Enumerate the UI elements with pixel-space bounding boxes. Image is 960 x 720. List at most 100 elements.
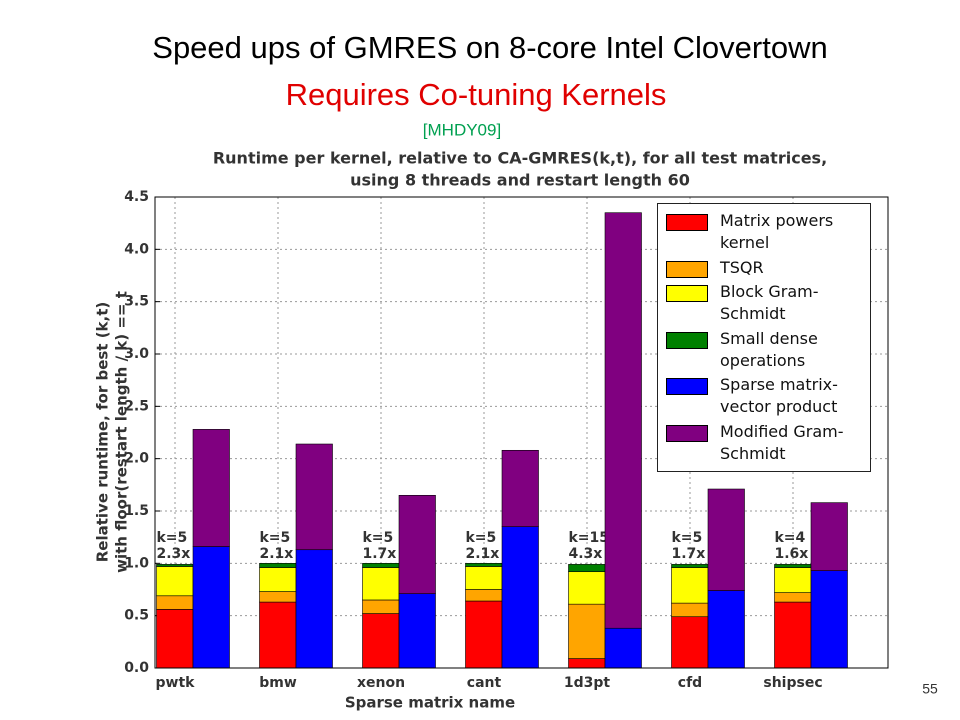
- bar-segment: [295, 443, 333, 551]
- k-label: k=5: [363, 530, 394, 546]
- bar-segment: [774, 567, 812, 593]
- x-tick-label: cfd: [678, 675, 702, 691]
- y-tick-label: 1.5: [124, 503, 149, 519]
- bar-segment: [810, 570, 848, 669]
- bar-segment: [501, 526, 539, 669]
- legend-entry: TSQR: [666, 257, 864, 279]
- legend-swatch: [666, 331, 708, 349]
- speedup-label: 2.1x: [466, 546, 500, 562]
- legend-entry: Sparse matrix-vector product: [666, 374, 864, 418]
- bar-segment: [465, 563, 503, 567]
- y-tick-label: 3.0: [124, 346, 149, 362]
- bar-segment: [671, 567, 709, 604]
- citation: [MHDY09]: [423, 120, 501, 139]
- bar-segment: [774, 601, 812, 669]
- bar-segment: [362, 613, 400, 669]
- bar-segment: [398, 593, 436, 669]
- y-tick-label: 1.0: [124, 555, 149, 571]
- bar-segment: [465, 566, 503, 590]
- speedup-label: 1.6x: [775, 546, 809, 562]
- bar-segment: [398, 494, 436, 594]
- legend-label: Sparse matrix-vector product: [720, 375, 838, 417]
- y-tick-label: 3.5: [124, 294, 149, 310]
- bar-segment: [156, 609, 194, 669]
- page-number: 55: [922, 681, 938, 697]
- slide-subtitle: Requires Co-tuning Kernels: [286, 77, 667, 112]
- y-tick-label: 0.0: [124, 660, 149, 676]
- slide-title: Speed ups of GMRES on 8-core Intel Clove…: [152, 30, 827, 65]
- bar-segment: [259, 563, 297, 568]
- speedup-label: 1.7x: [672, 546, 706, 562]
- bar-segment: [156, 564, 194, 567]
- bar-segment: [707, 488, 745, 591]
- bar-segment: [671, 602, 709, 618]
- bar-segment: [156, 595, 194, 610]
- x-tick-label: shipsec: [763, 675, 822, 691]
- bar-segment: [568, 658, 606, 669]
- chart-title: Runtime per kernel, relative to CA-GMRES…: [213, 149, 827, 168]
- plot-frame: [154, 196, 889, 669]
- legend-swatch: [666, 378, 708, 396]
- bar-segment: [568, 603, 606, 659]
- y-tick-label: 0.5: [124, 608, 149, 624]
- x-axis-label: Sparse matrix name: [345, 694, 515, 712]
- x-tick-label: cant: [467, 675, 502, 691]
- bar-segment: [192, 429, 230, 547]
- legend-entry: Matrix powers kernel: [666, 210, 864, 254]
- legend-label: Block Gram-Schmidt: [720, 282, 819, 324]
- legend-label: Small dense operations: [720, 328, 818, 370]
- legend-entry: Modified Gram-Schmidt: [666, 421, 864, 465]
- x-tick-label: 1d3pt: [564, 675, 611, 691]
- bar-segment: [259, 567, 297, 592]
- k-label: k=5: [157, 530, 188, 546]
- speedup-label: 1.7x: [363, 546, 397, 562]
- bar-segment: [259, 601, 297, 669]
- legend-entry: Small dense operations: [666, 328, 864, 372]
- bar-segment: [604, 627, 642, 669]
- speedup-label: 2.1x: [260, 546, 294, 562]
- bar-segment: [465, 600, 503, 669]
- bar-segment: [362, 599, 400, 614]
- legend-swatch: [666, 285, 708, 303]
- legend-swatch: [666, 424, 708, 442]
- bar-segment: [259, 591, 297, 603]
- legend-swatch: [666, 260, 708, 278]
- legend-label: Matrix powers kernel: [720, 211, 834, 252]
- k-label: k=4: [775, 530, 806, 546]
- x-tick-label: xenon: [357, 675, 405, 691]
- y-axis-label: with floor(restart length / k) == t: [113, 291, 131, 573]
- bar-segment: [295, 549, 333, 669]
- bar-segment: [501, 449, 539, 528]
- bar-segment: [671, 616, 709, 669]
- y-tick-label: 4.0: [124, 241, 149, 257]
- speedup-label: 2.3x: [157, 546, 191, 562]
- bar-segment: [156, 566, 194, 597]
- x-tick-label: pwtk: [156, 675, 196, 691]
- bar-segment: [774, 564, 812, 568]
- k-label: k=5: [672, 530, 703, 546]
- y-tick-label: 4.5: [124, 189, 149, 205]
- bar-segment: [362, 567, 400, 601]
- k-label: k=15: [569, 530, 610, 546]
- bar-segment: [810, 502, 848, 571]
- chart-title: using 8 threads and restart length 60: [350, 171, 690, 190]
- x-tick-label: bmw: [259, 675, 297, 691]
- bar-segment: [465, 589, 503, 602]
- legend-swatch: [666, 214, 708, 231]
- bar-segment: [671, 564, 709, 568]
- y-tick-label: 2.0: [124, 451, 149, 467]
- speedup-label: 4.3x: [569, 546, 603, 562]
- legend-entry: Block Gram-Schmidt: [666, 281, 864, 325]
- bar-segment: [568, 571, 606, 605]
- y-axis-label: Relative runtime, for best (k,t): [94, 302, 112, 563]
- bar-segment: [707, 590, 745, 669]
- k-label: k=5: [466, 530, 497, 546]
- bar-segment: [604, 212, 642, 629]
- bar-segment: [568, 564, 606, 573]
- y-tick-label: 2.5: [124, 398, 149, 414]
- k-label: k=5: [260, 530, 291, 546]
- bar-segment: [362, 563, 400, 568]
- bar-segment: [192, 546, 230, 669]
- legend-label: TSQR: [720, 257, 764, 277]
